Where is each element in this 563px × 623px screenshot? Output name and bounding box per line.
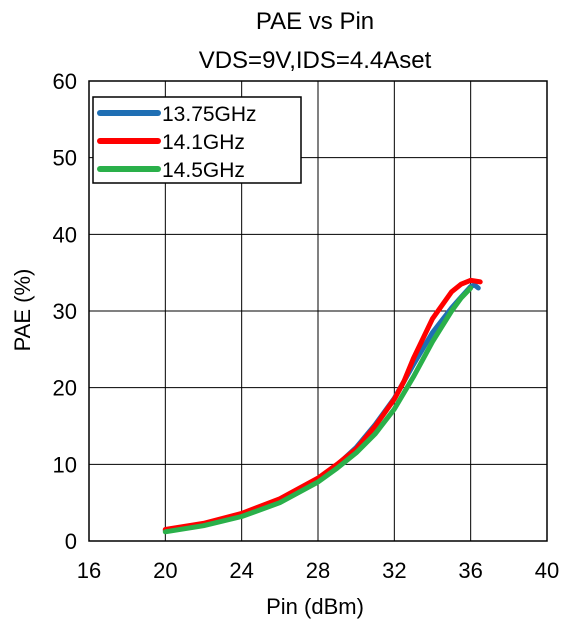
legend-label-1: 13.75GHz [162, 103, 257, 126]
x-axis-label: Pin (dBm) [266, 594, 364, 619]
x-tick-label: 20 [153, 558, 177, 583]
y-tick-label: 0 [65, 529, 77, 554]
y-tick-label: 40 [53, 222, 77, 247]
x-axis-ticks: 16 20 24 28 32 36 40 [77, 558, 559, 583]
legend: 13.75GHz 14.1GHz 14.5GHz [92, 96, 302, 184]
y-tick-label: 30 [53, 299, 77, 324]
y-axis-ticks: 0 10 20 30 40 50 60 [53, 69, 77, 554]
chart-title: PAE vs Pin [256, 8, 374, 35]
legend-label-2: 14.1GHz [162, 131, 245, 154]
x-tick-label: 40 [535, 558, 559, 583]
y-tick-label: 50 [53, 146, 77, 171]
x-tick-label: 16 [77, 558, 101, 583]
series-line-3 [162, 285, 474, 535]
chart-subtitle: VDS=9V,IDS=4.4Aset [199, 47, 432, 74]
x-tick-label: 28 [306, 558, 330, 583]
legend-label-3: 14.5GHz [162, 159, 245, 182]
series-line-2 [162, 277, 483, 532]
x-tick-label: 36 [458, 558, 482, 583]
series-layer [162, 277, 483, 535]
y-axis-label: PAE (%) [10, 269, 35, 352]
y-tick-label: 10 [53, 452, 77, 477]
plot-frame [88, 80, 548, 542]
y-tick-label: 20 [53, 376, 77, 401]
x-tick-label: 32 [382, 558, 406, 583]
x-tick-label: 24 [229, 558, 253, 583]
y-tick-label: 60 [53, 69, 77, 94]
